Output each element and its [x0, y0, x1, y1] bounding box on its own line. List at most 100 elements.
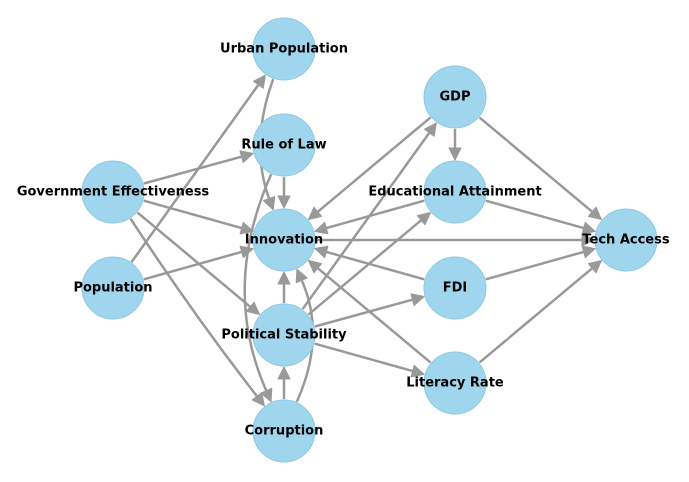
node-circle [423, 351, 487, 415]
node-label: Government Effectiveness [17, 185, 210, 200]
node-gdp: GDP [423, 65, 487, 129]
edge-government-effectiveness-to-corruption [129, 218, 265, 407]
node-label: Innovation [245, 233, 323, 248]
node-circle [252, 113, 316, 177]
node-label: FDI [443, 281, 468, 296]
edge-innovation-to-tech-access [315, 233, 595, 247]
edge-line [485, 250, 585, 281]
edge-government-effectiveness-to-rule-of-law [143, 150, 254, 185]
edge-line [479, 116, 594, 214]
edge-line [314, 298, 414, 328]
node-label: Urban Population [220, 42, 348, 57]
edge-line [243, 173, 272, 392]
node-circle [423, 256, 487, 320]
node-circle [252, 17, 316, 81]
arrowhead-icon [314, 245, 329, 259]
arrowhead-icon [262, 196, 276, 211]
arrowhead-icon [308, 260, 323, 274]
node-label: Literacy Rate [406, 376, 504, 391]
arrowhead-icon [239, 150, 254, 163]
node-urban-population: Urban Population [220, 17, 348, 81]
node-tech-access: Tech Access [582, 208, 670, 272]
node-circle [81, 256, 145, 320]
arrowhead-icon [587, 206, 602, 220]
arrowhead-icon [239, 221, 254, 235]
arrowhead-icon [448, 147, 462, 161]
node-innovation: Innovation [245, 208, 323, 272]
node-circle [423, 160, 487, 224]
node-circle [81, 160, 145, 224]
arrowhead-icon [410, 364, 425, 378]
node-label: Educational Attainment [368, 185, 541, 200]
arrowhead-icon [308, 206, 323, 220]
node-label: Political Stability [221, 328, 347, 343]
edge-line [143, 199, 243, 230]
node-circle [423, 65, 487, 129]
edge-educational-attainment-to-tech-access [485, 199, 596, 235]
edge-gdp-to-innovation [308, 116, 431, 220]
edge-line [316, 116, 431, 214]
edge-line [316, 266, 431, 364]
edge-literacy-rate-to-tech-access [479, 260, 602, 364]
edge-line [137, 211, 252, 309]
node-corruption: Corruption [245, 399, 324, 463]
edges-layer [129, 74, 602, 407]
arrowhead-icon [251, 392, 265, 407]
arrowhead-icon [581, 221, 596, 235]
edge-line [143, 155, 243, 185]
node-label: Tech Access [582, 233, 669, 248]
edge-literacy-rate-to-innovation [308, 260, 431, 364]
arrowhead-icon [253, 74, 266, 89]
edge-political-stability-to-innovation [277, 271, 291, 304]
edge-population-to-urban-population [130, 74, 266, 263]
edge-political-stability-to-fdi [314, 293, 425, 328]
edge-government-effectiveness-to-innovation [143, 199, 254, 235]
edge-political-stability-to-literacy-rate [314, 342, 425, 378]
arrowhead-icon [423, 122, 437, 137]
arrowhead-icon [245, 301, 260, 315]
edge-gdp-to-tech-access [479, 116, 602, 220]
edge-line [143, 250, 243, 281]
arrowhead-icon [277, 195, 291, 209]
node-circle [594, 208, 658, 272]
edge-line [485, 199, 585, 230]
edge-line [302, 131, 431, 310]
node-circle [252, 399, 316, 463]
node-label: Rule of Law [241, 138, 326, 153]
arrowhead-icon [277, 366, 291, 380]
edge-fdi-to-innovation [314, 245, 425, 281]
edge-line [129, 218, 259, 398]
arrowhead-icon [581, 233, 595, 247]
node-population: Population [73, 256, 153, 320]
arrowhead-icon [416, 212, 431, 226]
edge-line [325, 199, 425, 230]
edge-educational-attainment-to-innovation [314, 199, 425, 235]
edge-rule-of-law-to-corruption [243, 173, 273, 403]
edge-line [479, 266, 594, 364]
node-label: GDP [440, 90, 471, 105]
nodes-layer: Urban Population Rule of Law Government Ef… [17, 17, 670, 463]
arrowhead-icon [587, 260, 602, 274]
node-educational-attainment: Educational Attainment [368, 160, 542, 224]
arrowhead-icon [260, 387, 273, 403]
arrowhead-icon [277, 271, 291, 285]
edge-political-stability-to-gdp [302, 122, 437, 310]
edge-gdp-to-educational-attainment [448, 128, 462, 161]
edge-line [325, 250, 425, 281]
node-government-effectiveness: Government Effectiveness [17, 160, 210, 224]
arrowhead-icon [410, 293, 425, 306]
edge-line [314, 342, 414, 373]
node-label: Population [73, 281, 152, 296]
edge-corruption-to-political-stability [277, 366, 291, 400]
edge-government-effectiveness-to-political-stability [137, 211, 260, 315]
edge-line [308, 218, 423, 316]
edge-line [130, 83, 260, 263]
node-rule-of-law: Rule of Law [241, 113, 327, 177]
edge-political-stability-to-educational-attainment [308, 212, 431, 316]
node-label: Corruption [245, 424, 324, 439]
arrowhead-icon [295, 268, 308, 284]
node-fdi: FDI [423, 256, 487, 320]
node-circle [252, 208, 316, 272]
edge-rule-of-law-to-innovation [277, 176, 291, 209]
